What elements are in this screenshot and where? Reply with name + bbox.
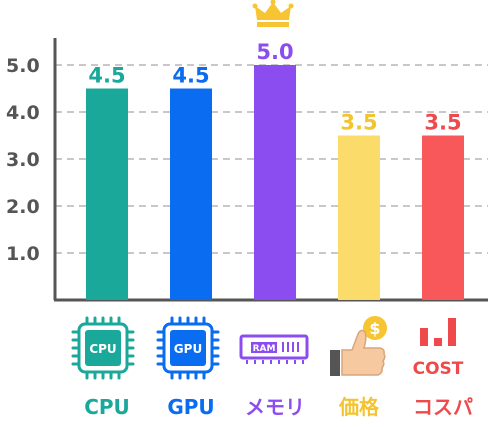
data-label: 3.5 xyxy=(424,111,461,135)
thumbs-up-coin-icon: $ xyxy=(330,316,387,376)
category-label: コスパ xyxy=(413,395,473,419)
y-tick-label: 2.0 xyxy=(6,196,40,218)
data-label: 5.0 xyxy=(256,40,293,64)
data-labels: 4.5 4.5 5.0 3.5 3.5 xyxy=(88,40,461,135)
cpu-icon: CPU xyxy=(71,316,135,380)
y-tick-label: 1.0 xyxy=(6,243,40,265)
crown-icon xyxy=(252,0,294,27)
category-label: メモリ xyxy=(245,395,305,419)
data-label: 4.5 xyxy=(88,64,125,88)
bars xyxy=(86,65,464,300)
bar xyxy=(338,135,380,300)
cpu-icon-text: CPU xyxy=(89,342,116,356)
cost-bars-icon: COST xyxy=(413,318,464,379)
category-label: CPU xyxy=(84,395,130,419)
ram-icon: RAM xyxy=(239,334,309,364)
y-tick-label: 3.0 xyxy=(6,149,40,171)
coin-symbol: $ xyxy=(369,319,380,338)
y-tick-labels: 1.0 2.0 3.0 4.0 5.0 xyxy=(6,55,40,265)
gpu-icon-text: GPU xyxy=(174,342,202,356)
category-label: GPU xyxy=(167,395,214,419)
bar xyxy=(170,88,212,300)
y-tick-label: 5.0 xyxy=(6,55,40,77)
ram-icon-text: RAM xyxy=(253,344,276,354)
data-label: 3.5 xyxy=(340,111,377,135)
gpu-icon: GPU xyxy=(156,316,220,380)
category-labels: CPU GPU メモリ 価格 コスパ xyxy=(84,395,473,419)
data-label: 4.5 xyxy=(172,64,209,88)
bar xyxy=(422,135,464,300)
y-tick-label: 4.0 xyxy=(6,102,40,124)
bar xyxy=(86,88,128,300)
bar xyxy=(254,65,296,300)
category-label: 価格 xyxy=(338,395,380,419)
cost-icon-text: COST xyxy=(413,359,464,379)
